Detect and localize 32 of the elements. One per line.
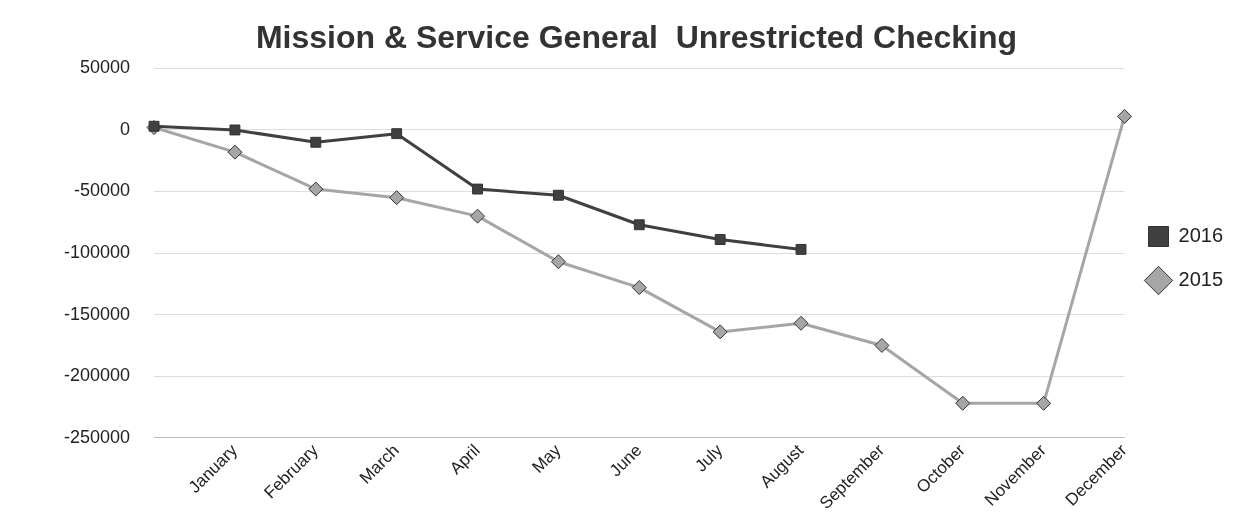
point xyxy=(470,208,486,224)
point xyxy=(472,183,483,195)
legend-label: 2015 xyxy=(1178,268,1224,291)
point xyxy=(793,315,809,331)
point xyxy=(795,243,807,255)
point xyxy=(389,190,405,206)
y-tick-label: -200000 xyxy=(64,365,131,386)
point xyxy=(310,136,322,148)
point xyxy=(552,189,564,201)
point xyxy=(1117,108,1133,124)
point xyxy=(308,181,324,197)
point xyxy=(229,124,241,136)
x-tick-label: May xyxy=(528,440,565,477)
point xyxy=(631,280,647,296)
point xyxy=(391,128,403,140)
y-tick-label: -250000 xyxy=(64,426,131,447)
y-tick-label: 50000 xyxy=(80,57,131,78)
point xyxy=(227,144,243,160)
y-tick-label: 0 xyxy=(120,118,131,139)
chart-title: Mission & Service General Unrestricted Checking xyxy=(255,19,1018,56)
point xyxy=(550,254,566,270)
point xyxy=(712,324,728,340)
point xyxy=(874,337,890,353)
x-tick-label: July xyxy=(691,440,727,476)
point xyxy=(633,219,645,231)
y-tick-label: -50000 xyxy=(74,180,131,201)
point xyxy=(1036,395,1052,411)
legend-label: 2016 xyxy=(1178,224,1224,247)
point xyxy=(955,395,971,411)
point xyxy=(714,234,726,245)
y-tick-label: -150000 xyxy=(64,303,131,324)
y-tick-label: -100000 xyxy=(64,242,131,263)
